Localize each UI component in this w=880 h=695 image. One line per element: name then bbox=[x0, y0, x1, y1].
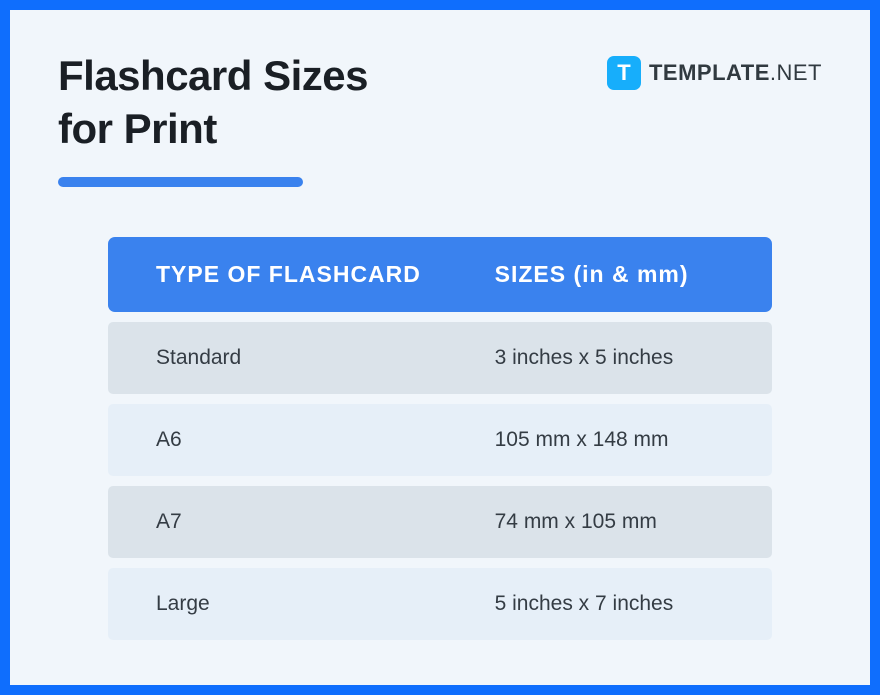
table-row: Large 5 inches x 7 inches bbox=[108, 568, 772, 640]
cell-type: Standard bbox=[108, 322, 447, 394]
cell-size: 3 inches x 5 inches bbox=[447, 322, 772, 394]
cell-size: 74 mm x 105 mm bbox=[447, 486, 772, 558]
table-row: Standard 3 inches x 5 inches bbox=[108, 322, 772, 394]
table-row: A7 74 mm x 105 mm bbox=[108, 486, 772, 558]
card-container: Flashcard Sizesfor Print T TEMPLATE.NET … bbox=[0, 0, 880, 695]
table-header: TYPE OF FLASHCARD SIZES (in & mm) bbox=[108, 237, 772, 312]
page-title: Flashcard Sizesfor Print bbox=[58, 50, 368, 155]
column-header-type: TYPE OF FLASHCARD bbox=[108, 237, 447, 312]
column-header-size: SIZES (in & mm) bbox=[447, 237, 772, 312]
sizes-table: TYPE OF FLASHCARD SIZES (in & mm) Standa… bbox=[58, 237, 822, 640]
brand-t-icon: T bbox=[607, 56, 641, 90]
header-row: Flashcard Sizesfor Print T TEMPLATE.NET bbox=[58, 50, 822, 155]
table-row: A6 105 mm x 148 mm bbox=[108, 404, 772, 476]
brand: T TEMPLATE.NET bbox=[607, 56, 822, 90]
brand-name-suffix: .NET bbox=[770, 60, 822, 85]
cell-size: 105 mm x 148 mm bbox=[447, 404, 772, 476]
cell-type: Large bbox=[108, 568, 447, 640]
cell-size: 5 inches x 7 inches bbox=[447, 568, 772, 640]
brand-name: TEMPLATE.NET bbox=[649, 60, 822, 86]
title-underline bbox=[58, 177, 303, 187]
cell-type: A7 bbox=[108, 486, 447, 558]
brand-name-main: TEMPLATE bbox=[649, 60, 770, 85]
cell-type: A6 bbox=[108, 404, 447, 476]
